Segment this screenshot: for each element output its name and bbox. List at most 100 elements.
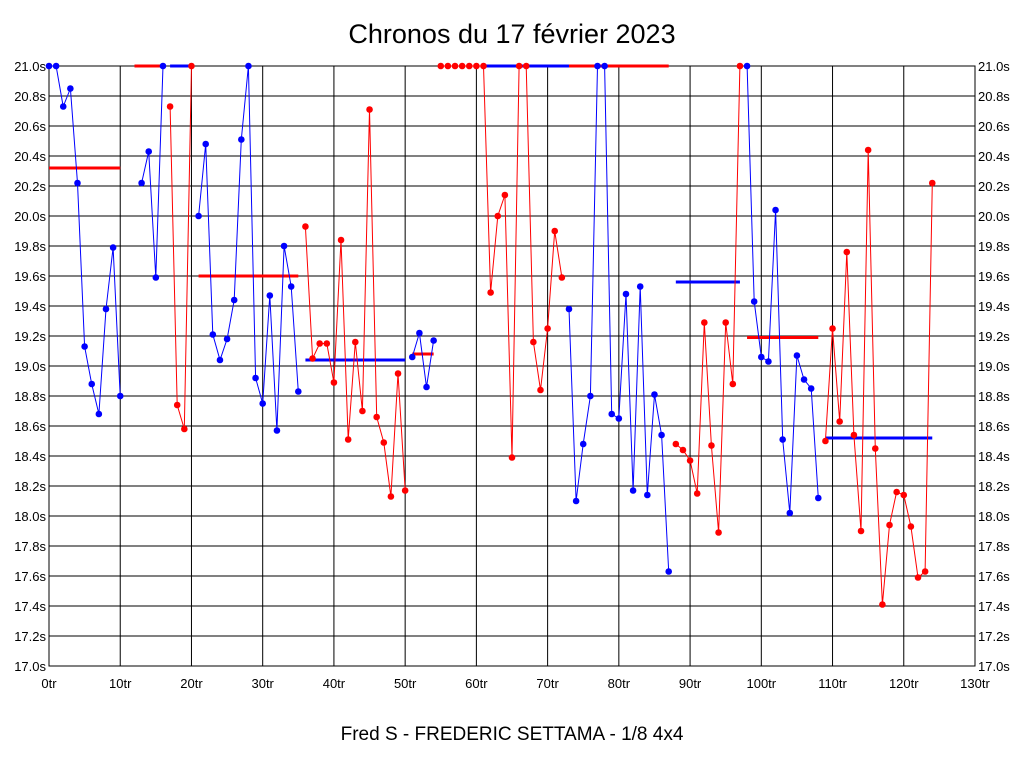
lap-point bbox=[686, 457, 694, 464]
series-line bbox=[304, 109, 406, 497]
lap-point bbox=[81, 343, 88, 350]
x-tick-label: 60tr bbox=[465, 676, 488, 691]
lap-point bbox=[188, 62, 195, 70]
lap-point bbox=[166, 103, 174, 110]
lap-point bbox=[230, 296, 238, 304]
lap-point bbox=[750, 298, 758, 305]
lap-point bbox=[572, 497, 580, 505]
lap-point bbox=[451, 62, 459, 70]
x-tick-label: 100tr bbox=[746, 676, 776, 691]
lap-point bbox=[95, 410, 103, 418]
lap-point bbox=[351, 338, 359, 346]
x-tick-label: 50tr bbox=[394, 676, 417, 691]
y-tick-label-right: 17.0s bbox=[978, 659, 1010, 674]
lap-point bbox=[266, 292, 274, 299]
lap-point bbox=[408, 353, 416, 361]
lap-point bbox=[423, 383, 430, 391]
y-tick-label-left: 18.4s bbox=[14, 449, 46, 464]
y-tick-label-left: 20.0s bbox=[14, 209, 46, 224]
y-tick-label-left: 19.0s bbox=[14, 359, 46, 374]
lap-point bbox=[537, 386, 544, 394]
lap-point bbox=[173, 401, 181, 409]
lap-point bbox=[181, 425, 188, 433]
lap-point bbox=[337, 236, 345, 244]
lap-point bbox=[636, 283, 644, 290]
y-tick-label-right: 20.4s bbox=[978, 149, 1010, 164]
lap-point bbox=[594, 62, 601, 70]
y-tick-label-left: 17.2s bbox=[14, 629, 46, 644]
lap-point bbox=[708, 442, 715, 449]
y-tick-label-left: 20.2s bbox=[14, 179, 46, 194]
lap-point bbox=[651, 391, 658, 398]
lap-point bbox=[437, 62, 445, 70]
y-tick-label-right: 19.4s bbox=[978, 299, 1010, 314]
lap-point bbox=[793, 352, 801, 359]
series-line bbox=[49, 65, 121, 415]
lap-point bbox=[644, 491, 651, 499]
y-tick-label-right: 19.8s bbox=[978, 239, 1010, 254]
lap-point bbox=[295, 388, 302, 395]
lap-point bbox=[558, 274, 566, 281]
lap-point bbox=[487, 289, 494, 296]
lap-point bbox=[216, 356, 224, 364]
y-tick-label-right: 19.2s bbox=[978, 329, 1010, 344]
lap-point bbox=[836, 418, 843, 425]
series-line bbox=[675, 65, 741, 533]
lap-point bbox=[928, 179, 936, 187]
y-tick-label-right: 19.6s bbox=[978, 269, 1010, 284]
lap-point bbox=[238, 136, 245, 143]
lap-point bbox=[465, 62, 473, 70]
lap-point bbox=[522, 62, 530, 70]
lap-point bbox=[515, 62, 523, 70]
lap-point bbox=[52, 62, 60, 70]
lap-point bbox=[480, 62, 487, 70]
lap-point bbox=[74, 179, 81, 187]
lap-point bbox=[800, 376, 808, 383]
series-line bbox=[141, 65, 164, 278]
lap-point bbox=[779, 436, 786, 443]
lap-point bbox=[273, 427, 281, 434]
lap-point bbox=[907, 523, 915, 530]
y-tick-label-left: 19.2s bbox=[14, 329, 46, 344]
lap-point bbox=[829, 325, 836, 332]
lap-point bbox=[252, 374, 259, 382]
lap-point bbox=[416, 329, 423, 337]
y-tick-label-right: 17.8s bbox=[978, 539, 1010, 554]
lap-point bbox=[565, 305, 573, 313]
lap-point bbox=[444, 62, 452, 70]
y-tick-label-left: 18.0s bbox=[14, 509, 46, 524]
lap-point bbox=[807, 385, 815, 392]
lap-point bbox=[715, 529, 722, 536]
x-tick-label: 70tr bbox=[536, 676, 559, 691]
lap-point bbox=[822, 437, 829, 445]
average-lines bbox=[49, 166, 933, 440]
lap-point bbox=[116, 392, 124, 400]
y-tick-label-left: 21.0s bbox=[14, 59, 46, 74]
grid bbox=[48, 65, 976, 667]
y-tick-label-left: 20.4s bbox=[14, 149, 46, 164]
y-tick-label-right: 21.0s bbox=[978, 59, 1010, 74]
lap-point bbox=[109, 244, 117, 251]
y-tick-label-left: 18.8s bbox=[14, 389, 46, 404]
y-tick-label-left: 19.6s bbox=[14, 269, 46, 284]
lap-point bbox=[401, 487, 409, 494]
lap-point bbox=[530, 338, 537, 346]
y-tick-label-right: 17.6s bbox=[978, 569, 1010, 584]
lap-point bbox=[309, 355, 316, 362]
lap-point bbox=[430, 337, 437, 344]
lap-point bbox=[551, 227, 559, 235]
series-line bbox=[824, 149, 933, 605]
lap-point bbox=[287, 283, 295, 290]
x-tick-label: 10tr bbox=[109, 676, 132, 691]
y-tick-label-right: 20.6s bbox=[978, 119, 1010, 134]
lap-point bbox=[59, 103, 67, 110]
lap-point bbox=[373, 413, 380, 421]
lap-point bbox=[223, 335, 231, 343]
lap-point bbox=[579, 440, 587, 448]
x-tick-label: 120tr bbox=[889, 676, 919, 691]
lap-point bbox=[202, 140, 210, 148]
x-tick-label: 90tr bbox=[679, 676, 702, 691]
lap-point bbox=[921, 568, 929, 575]
y-tick-label-right: 17.4s bbox=[978, 599, 1010, 614]
